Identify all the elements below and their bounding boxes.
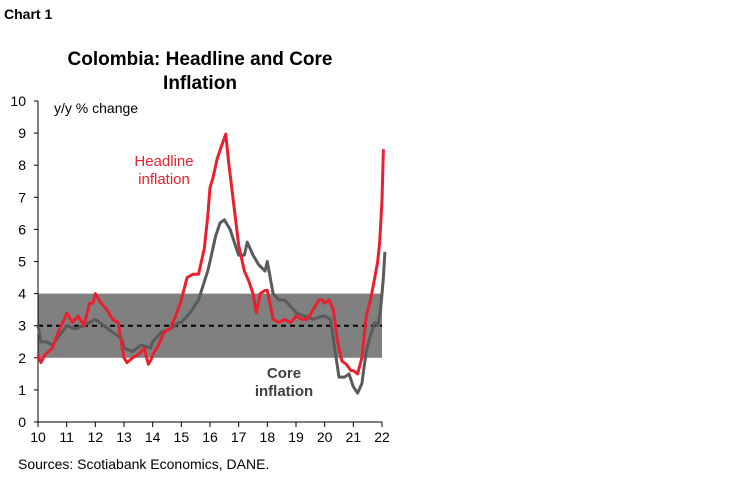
y-tick-label: 9 [18, 125, 26, 141]
headline-annotation-line1: Headline [134, 153, 193, 170]
headline-annotation-line2: inflation [138, 171, 190, 188]
y-tick-label: 0 [18, 414, 26, 430]
y-tick-label: 8 [18, 157, 26, 173]
y-tick-label: 1 [18, 382, 26, 398]
y-tick-label: 5 [18, 254, 26, 270]
y-tick-label: 7 [18, 189, 26, 205]
x-tick-label: 17 [231, 429, 247, 445]
x-tick-label: 12 [88, 429, 104, 445]
y-tick-label: 2 [18, 350, 26, 366]
y-axis-ticks: 0 1 2 3 4 5 6 7 8 9 10 [10, 93, 38, 430]
chart-title: Colombia: Headline and Core Inflation [67, 49, 333, 94]
core-inflation-line [36, 218, 387, 395]
x-tick-label: 18 [260, 429, 276, 445]
x-tick-label: 22 [374, 429, 390, 445]
x-tick-label: 14 [145, 429, 161, 445]
x-tick-label: 10 [30, 429, 46, 445]
chart-number-label: Chart 1 [4, 6, 53, 22]
x-tick-label: 20 [317, 429, 333, 445]
x-tick-label: 15 [174, 429, 190, 445]
y-tick-label: 4 [18, 286, 26, 302]
x-tick-label: 21 [346, 429, 362, 445]
x-axis-ticks: 10 11 12 13 14 15 16 17 18 19 20 21 22 [30, 422, 390, 445]
source-note: Sources: Scotiabank Economics, DANE. [18, 456, 270, 472]
x-tick-label: 13 [116, 429, 132, 445]
x-tick-label: 11 [59, 429, 74, 445]
headline-inflation-line [36, 132, 385, 376]
y-tick-label: 6 [18, 221, 26, 237]
y-axis-label: y/y % change [54, 100, 138, 116]
x-tick-label: 16 [202, 429, 218, 445]
core-annotation-line1: Core [267, 365, 301, 382]
core-annotation-line2: inflation [255, 383, 313, 400]
y-tick-label: 10 [10, 93, 26, 109]
x-tick-label: 19 [288, 429, 304, 445]
y-tick-label: 3 [18, 318, 26, 334]
